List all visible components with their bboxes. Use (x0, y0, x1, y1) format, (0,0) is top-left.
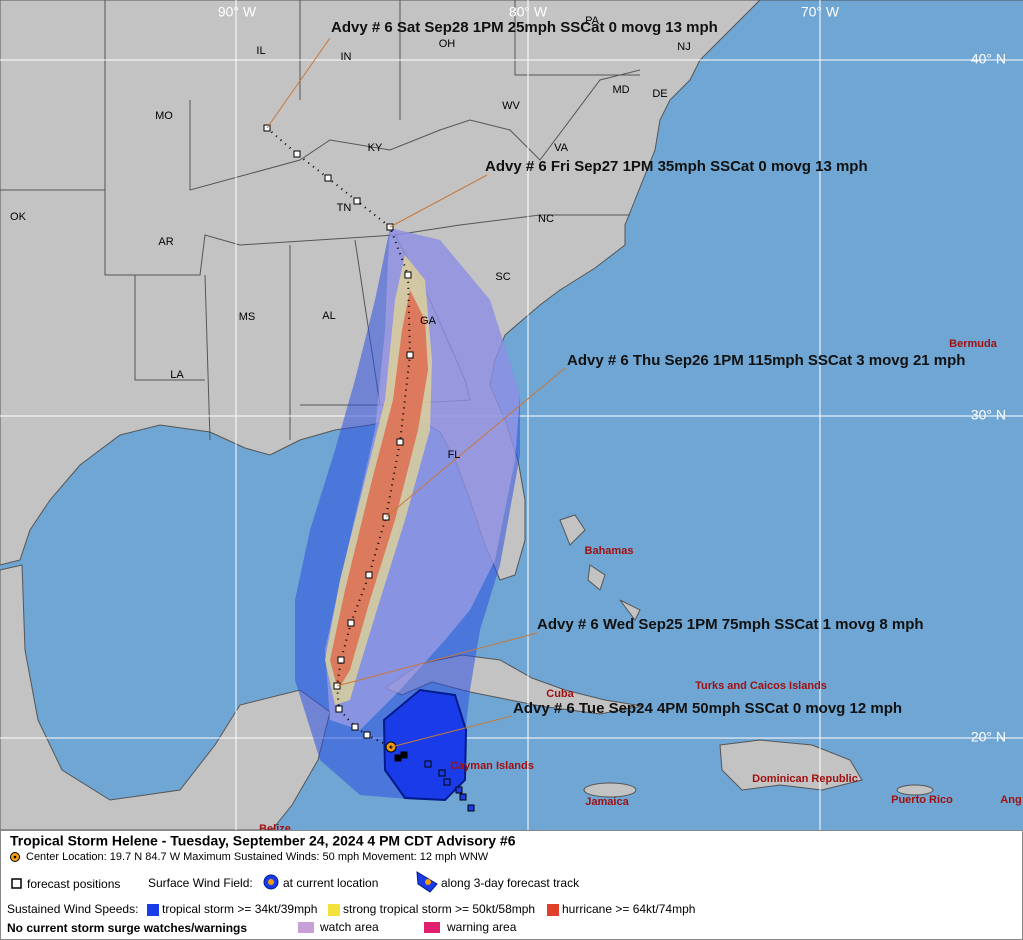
state-label: SC (495, 271, 510, 283)
legend-label: hurricane >= 64kt/74mph (562, 902, 695, 916)
place-label: Cuba (546, 688, 574, 700)
place-label: Ang (1000, 794, 1021, 806)
callout-leaders (266, 37, 566, 748)
center-info: Center Location: 19.7 N 84.7 W Maximum S… (26, 851, 489, 863)
lat-label: 20° N (971, 729, 1006, 745)
lon-label: 80° W (509, 4, 548, 20)
grid-labels: 90° W 80° W 70° W 40° N 30° N 20° N (218, 4, 1006, 745)
state-labels: IL IN OH PA NJ MO KY WV MD DE VA OK AR TN NC SC MS AL GA LA… (10, 15, 691, 461)
state-label: AR (158, 236, 173, 248)
state-label: IL (256, 45, 265, 57)
legend: Tropical Storm Helene - Tuesday, Septemb… (0, 830, 1023, 940)
lon-label: 90° W (218, 4, 257, 20)
legend-label: forecast positions (27, 877, 120, 891)
place-label: Cayman Islands (450, 760, 534, 772)
legend-label: at current location (283, 876, 378, 890)
legend-label: along 3-day forecast track (441, 876, 580, 890)
place-label: Dominican Republic (752, 773, 858, 785)
legend-label: No current storm surge watches/warnings (7, 921, 247, 935)
forecast-track (266, 127, 412, 748)
state-label: NC (538, 213, 554, 225)
state-label: NJ (677, 41, 690, 53)
place-label: Jamaica (585, 796, 629, 808)
state-label: MS (239, 311, 256, 323)
past-points (394, 751, 475, 812)
state-label: VA (554, 142, 569, 154)
advisory: Advy # 6 Thu Sep26 1PM 115mph SSCat 3 mo… (567, 352, 965, 369)
legend-label: Surface Wind Field: (148, 876, 253, 890)
state-label: GA (420, 315, 437, 327)
legend-label: tropical storm >= 34kt/39mph (162, 902, 317, 916)
state-label: AL (322, 310, 335, 322)
legend-title: Tropical Storm Helene - Tuesday, Septemb… (10, 833, 516, 849)
state-label: OH (439, 38, 456, 50)
state-label: TN (337, 202, 352, 214)
state-label: IN (341, 51, 352, 63)
advisory: Advy # 6 Wed Sep25 1PM 75mph SSCat 1 mov… (537, 616, 924, 633)
place-label: Bermuda (949, 338, 998, 350)
legend-label: strong tropical storm >= 50kt/58mph (343, 902, 535, 916)
state-label: FL (448, 449, 461, 461)
state-label: MO (155, 110, 173, 122)
lat-label: 30° N (971, 407, 1006, 423)
state-label: OK (10, 211, 27, 223)
advisory: Advy # 6 Fri Sep27 1PM 35mph SSCat 0 mov… (485, 158, 868, 175)
land (0, 0, 1023, 831)
legend-label: warning area (446, 920, 517, 934)
state-borders (0, 0, 641, 441)
lon-label: 70° W (801, 4, 840, 20)
advisory: Advy # 6 Sat Sep28 1PM 25mph SSCat 0 mov… (331, 19, 718, 36)
advisory-callouts: Advy # 6 Sat Sep28 1PM 25mph SSCat 0 mov… (331, 19, 965, 717)
state-label: WV (502, 100, 520, 112)
forecast-cone (295, 228, 520, 802)
legend-label: watch area (319, 920, 379, 934)
state-label: LA (170, 369, 184, 381)
place-label: Puerto Rico (891, 794, 953, 806)
legend-label: Sustained Wind Speeds: (7, 902, 138, 916)
state-label: KY (368, 142, 383, 154)
lat-label: 40° N (971, 51, 1006, 67)
place-labels: Bermuda Bahamas Cuba Turks and Caicos Islan… (259, 338, 1022, 835)
state-label: DE (652, 88, 667, 100)
state-label: PA (585, 15, 600, 27)
place-label: Turks and Caicos Islands (695, 680, 827, 692)
advisory: Advy # 6 Tue Sep24 4PM 50mph SSCat 0 mov… (513, 700, 902, 717)
place-label: Bahamas (585, 545, 634, 557)
state-label: MD (612, 84, 629, 96)
